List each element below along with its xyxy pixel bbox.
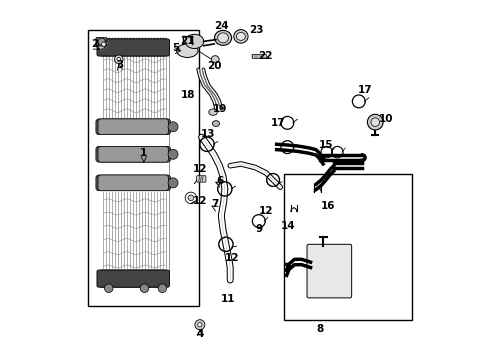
- Ellipse shape: [211, 56, 219, 63]
- FancyBboxPatch shape: [96, 119, 170, 135]
- Circle shape: [370, 118, 379, 126]
- Text: 3: 3: [116, 60, 123, 70]
- Text: 21: 21: [180, 36, 194, 46]
- Text: 7: 7: [211, 199, 219, 209]
- Circle shape: [114, 55, 123, 64]
- Circle shape: [117, 58, 121, 61]
- Text: 11: 11: [221, 294, 235, 303]
- Circle shape: [168, 149, 178, 159]
- Text: 17: 17: [357, 85, 372, 95]
- Ellipse shape: [233, 30, 247, 43]
- Text: 12: 12: [224, 253, 239, 263]
- Bar: [283, 174, 411, 320]
- Circle shape: [140, 284, 148, 293]
- Text: 24: 24: [214, 21, 228, 31]
- Text: 13: 13: [201, 129, 215, 139]
- Polygon shape: [98, 41, 108, 50]
- Text: 12: 12: [192, 197, 207, 206]
- Bar: [88, 30, 198, 306]
- Circle shape: [194, 320, 204, 330]
- Text: 1: 1: [140, 148, 147, 158]
- Circle shape: [168, 122, 178, 132]
- FancyBboxPatch shape: [98, 175, 168, 191]
- Circle shape: [197, 323, 202, 327]
- FancyBboxPatch shape: [96, 147, 170, 162]
- Text: 5: 5: [172, 43, 179, 53]
- Circle shape: [168, 178, 178, 188]
- Text: 15: 15: [318, 140, 332, 150]
- Text: 20: 20: [206, 62, 221, 71]
- Ellipse shape: [176, 44, 198, 58]
- Text: 22: 22: [258, 51, 272, 61]
- Text: 17: 17: [270, 118, 285, 128]
- FancyBboxPatch shape: [98, 147, 168, 162]
- FancyBboxPatch shape: [306, 244, 351, 298]
- Text: 23: 23: [248, 25, 263, 35]
- Bar: [252, 54, 265, 58]
- Circle shape: [98, 38, 105, 45]
- Ellipse shape: [236, 32, 245, 40]
- Ellipse shape: [217, 33, 228, 43]
- Ellipse shape: [208, 109, 217, 115]
- Text: 4: 4: [196, 329, 203, 339]
- FancyBboxPatch shape: [100, 39, 166, 56]
- Text: 8: 8: [315, 324, 323, 334]
- Ellipse shape: [214, 30, 231, 45]
- Text: 18: 18: [181, 90, 195, 100]
- Circle shape: [366, 114, 382, 130]
- Circle shape: [102, 42, 106, 46]
- Ellipse shape: [185, 34, 203, 49]
- Text: 6: 6: [216, 176, 224, 186]
- FancyBboxPatch shape: [100, 270, 166, 287]
- FancyBboxPatch shape: [96, 37, 107, 46]
- Text: 12: 12: [192, 163, 207, 174]
- FancyBboxPatch shape: [96, 175, 170, 191]
- Text: 10: 10: [378, 113, 392, 123]
- Circle shape: [158, 284, 166, 293]
- Text: 14: 14: [280, 221, 295, 231]
- Text: 9: 9: [255, 224, 263, 234]
- Text: 2: 2: [91, 39, 99, 49]
- Circle shape: [185, 192, 196, 203]
- Text: 16: 16: [321, 201, 335, 211]
- Text: 12: 12: [258, 206, 273, 216]
- FancyBboxPatch shape: [98, 119, 168, 135]
- FancyBboxPatch shape: [196, 176, 205, 182]
- Circle shape: [104, 284, 113, 293]
- Circle shape: [188, 195, 193, 201]
- FancyBboxPatch shape: [97, 39, 169, 56]
- FancyBboxPatch shape: [97, 270, 169, 287]
- Ellipse shape: [212, 121, 219, 126]
- Text: 19: 19: [213, 104, 227, 114]
